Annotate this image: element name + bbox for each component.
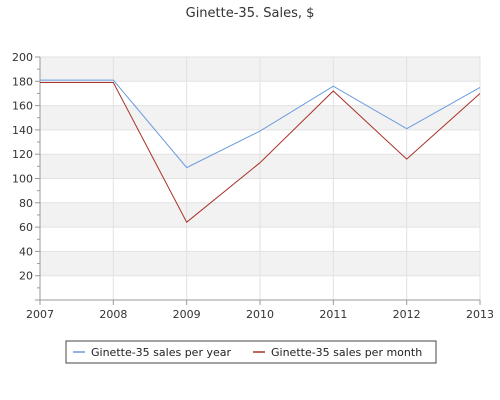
legend-label: Ginette-35 sales per year xyxy=(91,346,231,359)
y-tick-label: 40 xyxy=(19,245,33,258)
y-tick-label: 140 xyxy=(12,124,33,137)
series-line-2 xyxy=(40,82,481,223)
y-tick-label: 80 xyxy=(19,197,33,210)
x-tick-label: 2013 xyxy=(466,308,494,321)
y-tick-label: 180 xyxy=(12,75,33,88)
x-tick-label: 2009 xyxy=(173,308,201,321)
legend-label: Ginette-35 sales per month xyxy=(271,346,422,359)
chart-title: Ginette-35. Sales, $ xyxy=(186,6,315,21)
x-tick-label: 2008 xyxy=(99,308,127,321)
y-axis: 20 40 60 80 100 120 140 160 180 200 xyxy=(12,51,41,301)
y-tick-label: 60 xyxy=(19,221,33,234)
y-tick-label: 160 xyxy=(12,100,33,113)
x-axis: 2007 2008 2009 2010 2011 2012 2013 xyxy=(26,299,494,321)
y-tick-label: 120 xyxy=(12,148,33,161)
x-tick-label: 2010 xyxy=(246,308,274,321)
y-tick-label: 100 xyxy=(12,173,33,186)
y-tick-label: 20 xyxy=(19,270,33,283)
legend-box xyxy=(65,340,437,364)
x-tick-label: 2007 xyxy=(26,308,54,321)
y-tick-label: 200 xyxy=(12,51,33,64)
legend: Ginette-35 sales per year Ginette-35 sale… xyxy=(65,340,437,364)
x-tick-label: 2012 xyxy=(393,308,421,321)
series-lines xyxy=(40,79,481,223)
series-line-1 xyxy=(40,79,481,169)
x-tick-label: 2011 xyxy=(319,308,347,321)
